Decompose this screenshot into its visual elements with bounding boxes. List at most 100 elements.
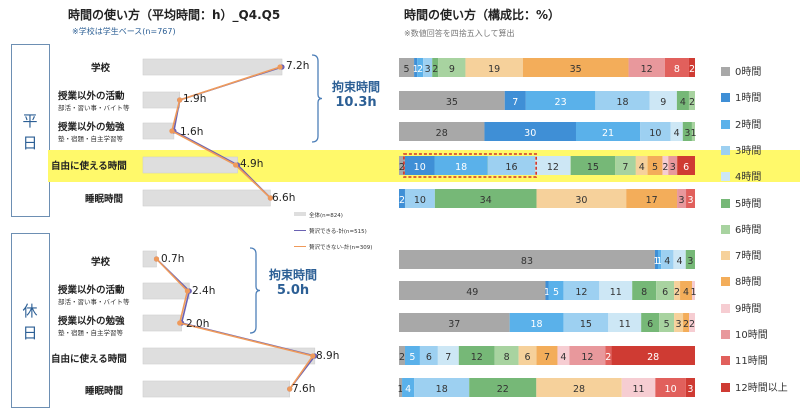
holiday-brace-text: 拘束時間 [268, 268, 317, 282]
legend-label: 1時間 [735, 93, 762, 105]
legend-item: 2時間 [721, 116, 761, 131]
legend-item: 3時間 [721, 142, 761, 157]
weekday-seg-3-4 [535, 156, 571, 175]
legend-label: 9時間 [735, 303, 762, 315]
holiday-seg-0-4 [673, 250, 686, 269]
weekday-seg-0-7 [465, 58, 523, 77]
weekday-value-study: 1.6h [180, 126, 204, 138]
holiday-seg-1-7 [674, 281, 681, 300]
holiday-brace-value: 5.0h [276, 283, 310, 298]
weekday-seg-label-2-4: 4 [674, 128, 680, 139]
weekday-seg-1-6 [688, 91, 695, 110]
holiday-value-study: 2.0h [186, 318, 210, 330]
holiday-seg-1-9 [692, 281, 695, 300]
holiday-seg-1-6 [656, 281, 675, 300]
mini-legend-cannot-swatch [294, 246, 306, 247]
legend-swatch [721, 251, 730, 261]
weekday-seg-label-3-12: 6 [683, 162, 689, 173]
weekday-seg-label-1-3: 18 [616, 97, 628, 108]
weekday-seg-label-2-5: 3 [684, 128, 690, 139]
weekday-seg-0-10 [628, 58, 665, 77]
weekday-cat-free: 自由に使える時間 [51, 161, 127, 172]
holiday-seg-3-4 [437, 346, 459, 365]
weekday-seg-label-4-3: 10 [414, 195, 426, 206]
mini-legend-can: 贅沢できる-計(n=515) [294, 227, 367, 235]
holiday-seg-label-2-0: 37 [448, 319, 460, 330]
holiday-seg-label-1-9: 1 [690, 287, 696, 298]
weekday-seg-label-3-4: 12 [547, 162, 559, 173]
holiday-seg-3-10 [569, 346, 606, 365]
weekday-seg-label-4-10: 3 [679, 195, 685, 206]
holiday-seg-label-2-2: 18 [530, 319, 542, 330]
legend-item: 0時間 [721, 63, 761, 78]
weekday-seg-0-1 [414, 58, 418, 77]
weekday-seg-label-3-7: 4 [639, 162, 645, 173]
left-chart-note: ※学校は学生ベース(n=767) [72, 27, 176, 36]
weekday-seg-label-2-3: 10 [649, 128, 661, 139]
weekday-seg-3-7 [635, 156, 648, 175]
holiday-seg-label-0-0: 83 [521, 256, 533, 267]
weekday-seg-label-0-6: 9 [449, 64, 455, 75]
weekday-seg-0-0 [399, 58, 415, 77]
holiday-seg-2-6 [659, 313, 675, 332]
weekday-seg-0-5 [432, 58, 439, 77]
legend-item: 6時間 [721, 221, 761, 236]
weekday-cat-activity: 授業以外の活動 部活・習い事・バイト等 [58, 91, 130, 112]
holiday-value-sleep: 7.6h [292, 383, 316, 395]
legend-label: 8時間 [735, 277, 762, 289]
weekday-seg-2-4 [670, 122, 683, 141]
weekday-seg-4-5 [434, 189, 537, 208]
holiday-seg-label-3-6: 8 [504, 352, 510, 363]
holiday-value-free: 8.9h [316, 350, 340, 362]
weekday-seg-label-4-1: 2 [399, 195, 405, 206]
legend-label: 10時間 [735, 330, 768, 341]
holiday-seg-label-3-12: 28 [647, 352, 659, 363]
weekday-value-sleep: 6.6h [272, 192, 296, 204]
legend-item: 12時間以上 [721, 379, 788, 394]
legend-swatch [721, 303, 730, 313]
weekday-seg-4-1 [399, 189, 405, 208]
legend-swatch [721, 172, 730, 182]
weekday-seg-2-3 [640, 122, 671, 141]
legend-swatch [721, 93, 730, 103]
weekday-seg-3-2 [434, 156, 488, 175]
weekday-seg-3-1 [404, 156, 435, 175]
holiday-seg-label-1-0: 49 [466, 287, 478, 298]
weekday-seg-label-4-5: 34 [480, 195, 492, 206]
legend-label: 12時間以上 [735, 382, 788, 394]
weekday-seg-label-3-3: 16 [505, 162, 517, 173]
holiday-cat-free: 自由に使える時間 [51, 354, 127, 365]
holiday-seg-label-3-4: 7 [445, 352, 451, 363]
weekday-seg-0-3 [423, 58, 433, 77]
holiday-seg-3-6 [494, 346, 519, 365]
weekday-seg-0-6 [438, 58, 466, 77]
weekday-value-school: 7.2h [286, 60, 310, 72]
weekday-seg-0-12 [688, 58, 695, 77]
legend-swatch [721, 198, 730, 208]
weekday-point-cannot-0 [277, 64, 283, 70]
weekday-seg-label-2-6: 1 [690, 128, 696, 139]
legend-label: 3時間 [735, 145, 762, 157]
weekday-seg-label-0-5: 2 [432, 64, 438, 75]
holiday-seg-1-1 [545, 281, 549, 300]
weekday-seg-1-5 [676, 91, 689, 110]
weekday-seg-label-2-1: 30 [524, 128, 536, 139]
holiday-seg-label-3-2: 5 [409, 352, 415, 363]
legend-label: 11時間 [735, 356, 768, 368]
weekday-point-cannot-4 [267, 195, 273, 201]
weekday-brace [311, 54, 323, 143]
weekday-brace-value: 10.3h [335, 95, 377, 110]
holiday-group-box [11, 233, 50, 408]
weekday-seg-label-0-12: 2 [689, 64, 695, 75]
holiday-seg-4-7 [536, 378, 622, 397]
holiday-seg-1-0 [399, 281, 546, 300]
weekday-seg-label-3-2: 18 [455, 162, 467, 173]
weekday-seg-1-1 [504, 91, 526, 110]
weekday-point-cannot-1 [177, 97, 183, 103]
holiday-seg-4-0 [399, 378, 403, 397]
legend-label: 0時間 [735, 67, 762, 78]
weekday-seg-label-0-8: 35 [570, 64, 582, 75]
legend-swatch [721, 277, 730, 287]
holiday-seg-label-2-3: 15 [580, 319, 592, 330]
